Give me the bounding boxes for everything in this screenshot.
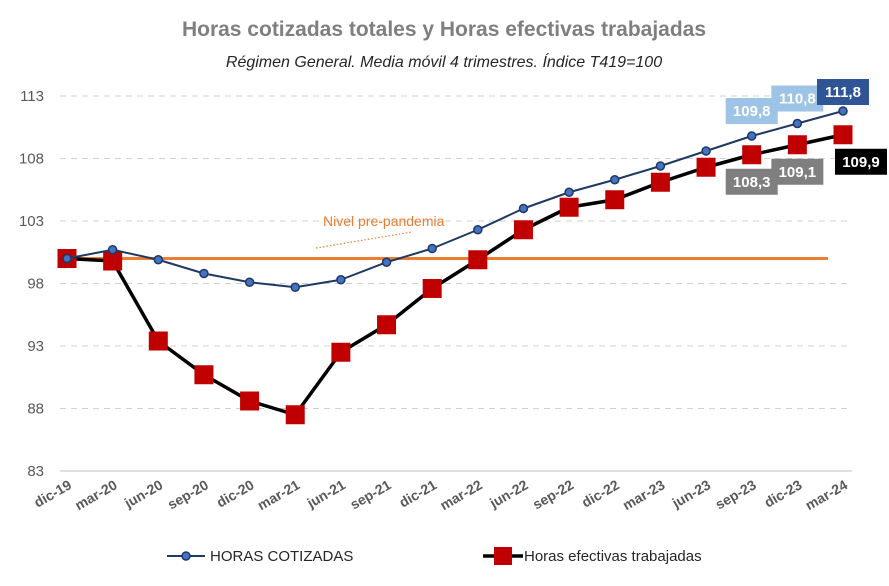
x-tick-label: sep-20 [165,476,212,512]
point-horas-efectivas [787,135,807,155]
chart-title: Horas cotizadas totales y Horas efectiva… [182,18,706,41]
point-horas-cotizadas [746,131,757,141]
point-horas-cotizadas [336,275,346,285]
data-label: 109,1 [779,164,817,181]
point-horas-efectivas [285,405,305,425]
data-label-box [817,79,869,105]
y-tick-label: 108 [19,151,44,168]
point-horas-cotizadas [610,175,620,185]
data-label: 110,8 [779,91,816,108]
y-tick-label: 83 [27,463,44,480]
x-tick-label: jun-22 [486,476,531,511]
gridlines [60,95,852,472]
point-horas-cotizadas [518,203,529,214]
x-tick-label: mar-23 [620,476,668,513]
point-horas-efectivas [103,251,123,271]
y-tick-label: 103 [19,213,44,230]
x-tick-label: dic-21 [396,476,439,510]
data-label-box [771,158,824,185]
legend-marker-horas-cotizadas [181,551,191,561]
point-horas-efectivas [513,220,533,240]
x-tick-label: jun-20 [121,476,166,511]
x-tick-label: mar-21 [255,476,303,513]
point-horas-efectivas [194,365,214,385]
x-tick-label: dic-22 [579,476,622,510]
y-tick-label: 88 [27,401,44,418]
x-tick-label: jun-21 [303,476,348,511]
x-tick-label: dic-19 [31,476,74,510]
point-horas-cotizadas [62,253,72,264]
y-tick-label: 93 [27,338,44,355]
x-tick-label: dic-20 [214,476,257,510]
point-horas-cotizadas [381,257,392,267]
legend-marker-horas-efectivas [494,547,512,565]
point-horas-efectivas [331,342,351,362]
point-horas-efectivas [650,172,670,192]
legend-label-horas-efectivas: Horas efectivas trabajadas [524,548,702,565]
x-tick-label: sep-22 [530,476,577,512]
point-horas-cotizadas [655,161,666,171]
point-horas-cotizadas [244,277,255,287]
data-label: 109,8 [733,103,771,120]
series-line-horas-cotizadas [66,110,844,289]
data-label: 108,3 [733,174,771,191]
data-label: 109,9 [842,154,880,171]
data-label-box [771,85,824,112]
x-tick-label: mar-24 [802,476,850,513]
x-tick-label: mar-20 [72,476,120,513]
legend-label-horas-cotizadas: HORAS COTIZADAS [210,548,353,565]
point-horas-efectivas [468,250,488,270]
data-label: 111,8 [825,84,861,101]
point-horas-cotizadas [792,118,803,129]
point-horas-efectivas [742,145,762,165]
point-horas-cotizadas [473,225,483,235]
y-axis-ticks: 83 88 93 98 103 108 113 [19,88,44,480]
data-label-box [725,168,778,195]
point-horas-efectivas [377,315,397,335]
x-tick-label: dic-23 [761,476,804,510]
x-tick-label: sep-21 [347,476,394,512]
reference-annotation-leader [315,231,413,249]
x-tick-label: mar-22 [437,476,485,513]
point-horas-efectivas [240,391,260,411]
reference-line-group: Nivel pre-pandemia [67,213,828,260]
legend: HORAS COTIZADAS Horas efectivas trabajada… [167,547,702,565]
point-horas-efectivas [696,157,716,177]
data-label-box [835,148,887,175]
y-tick-label: 98 [27,276,44,293]
point-horas-cotizadas [107,245,118,255]
data-label-box [725,98,778,124]
point-horas-cotizadas [290,282,300,292]
reference-line-label: Nivel pre-pandemia [323,213,445,229]
point-horas-cotizadas [153,255,164,265]
x-tick-label: sep-23 [712,476,759,512]
y-tick-label: 113 [20,88,44,105]
point-horas-efectivas [148,331,168,351]
point-horas-efectivas [559,197,579,217]
point-horas-efectivas [833,125,853,145]
point-horas-cotizadas [427,243,437,254]
point-horas-cotizadas [564,187,574,197]
point-horas-cotizadas [701,146,711,156]
point-horas-cotizadas [199,268,209,279]
point-horas-cotizadas [838,106,848,116]
point-horas-efectivas [422,279,442,298]
data-labels-group: 109,8 110,8 111,8 108,3 109,1 109,9 [725,79,887,195]
chart-subtitle: Régimen General. Media móvil 4 trimestre… [226,52,662,71]
point-horas-efectivas [605,190,625,210]
x-tick-label: jun-23 [669,476,714,511]
series-group [57,106,853,425]
